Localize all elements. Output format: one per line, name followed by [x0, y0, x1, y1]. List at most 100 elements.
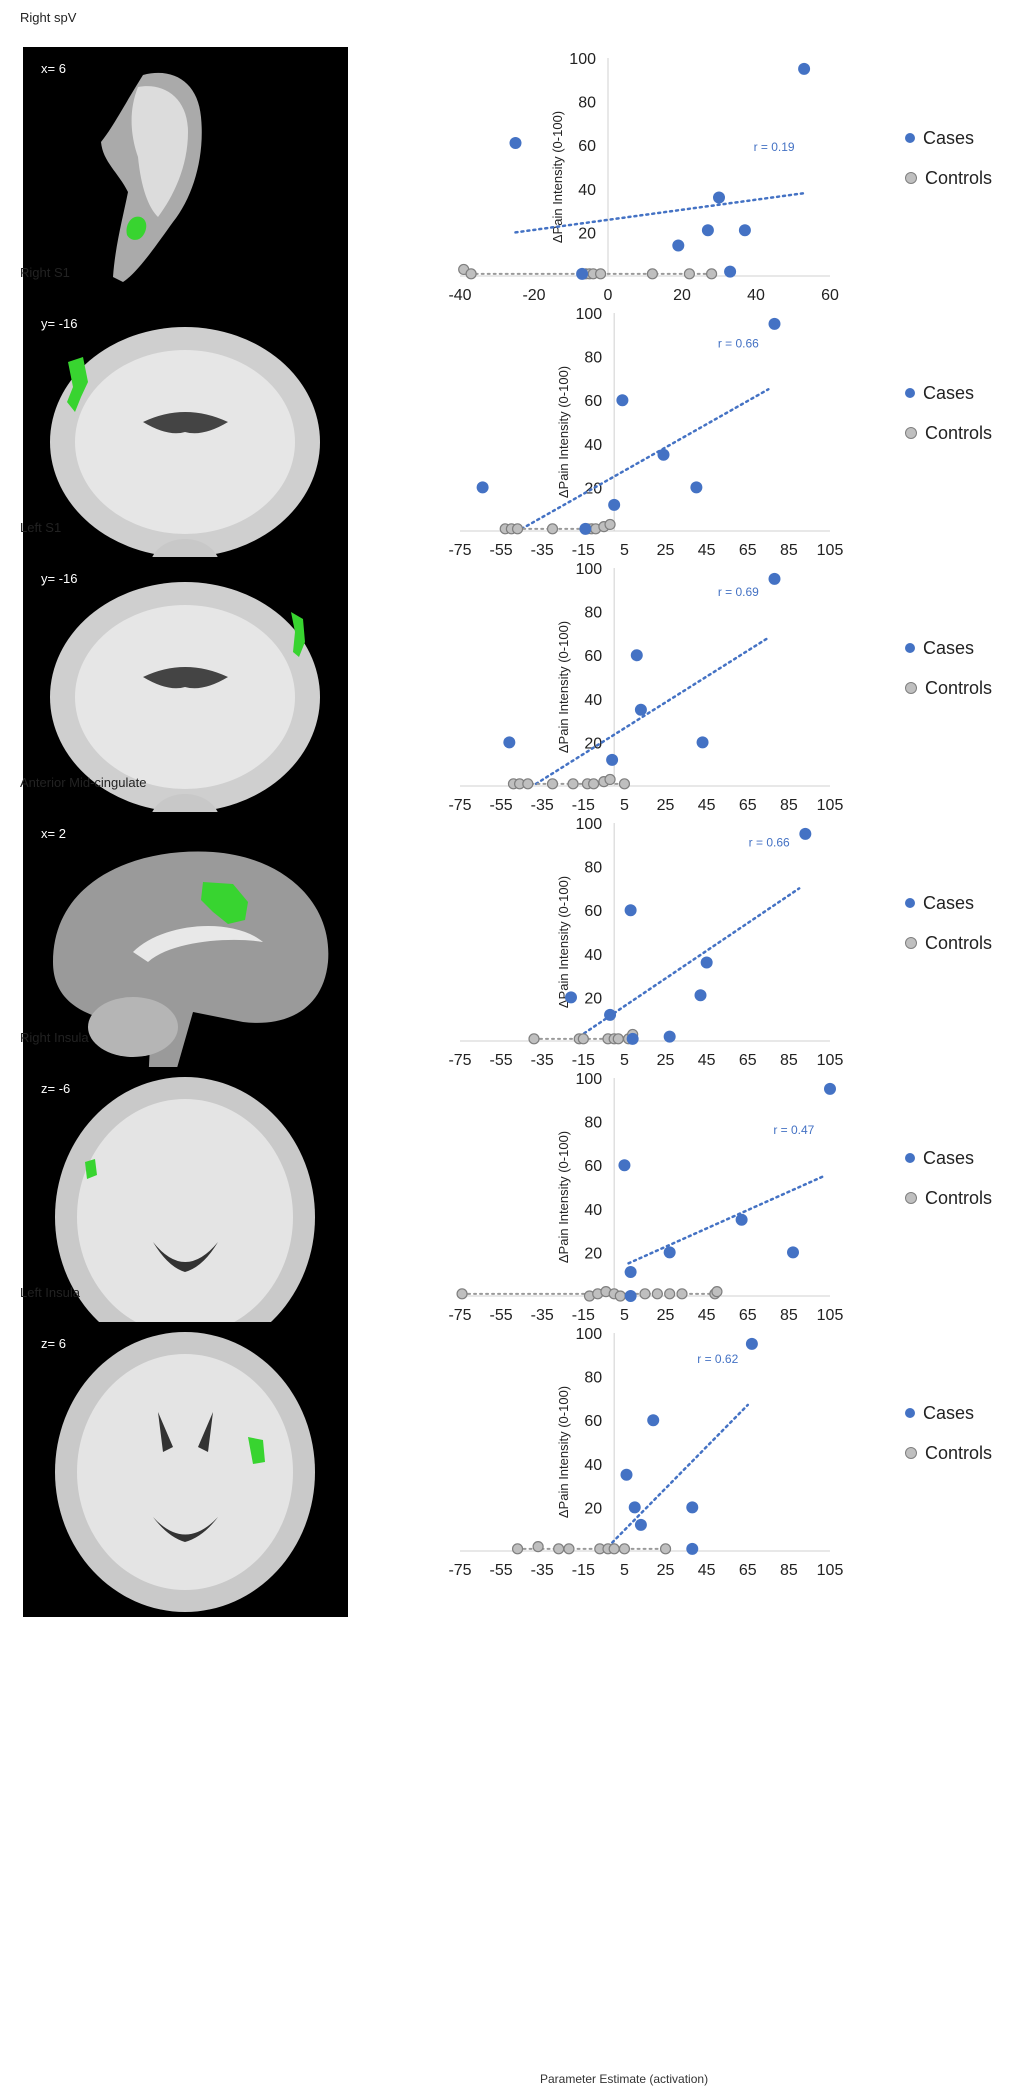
- y-tick-label: 20: [584, 480, 602, 497]
- trend-line-cases: [520, 388, 770, 531]
- correlation-annotation: r = 0.19: [754, 140, 795, 154]
- legend-marker: [905, 388, 915, 398]
- point-case: [628, 1501, 641, 1514]
- point-control: [659, 1543, 672, 1555]
- scatter-plot: 20 40 60 80 100 -75 -55 -35 -15 5 25 45 65 85 105 ΔPain…: [400, 1305, 860, 1645]
- point-case: [696, 736, 709, 749]
- point-control: [639, 1288, 651, 1300]
- legend-item-cases: Cases: [905, 1138, 992, 1178]
- point-case: [768, 572, 781, 585]
- x-tick-label: 5: [620, 1052, 629, 1069]
- trend-line-cases: [514, 191, 806, 234]
- point-control: [532, 1541, 544, 1553]
- legend-label: Controls: [925, 1187, 993, 1208]
- x-tick-label: -15: [572, 1562, 595, 1579]
- point-case: [565, 991, 577, 1004]
- point-control: [553, 1543, 565, 1555]
- legend: Cases Controls: [905, 118, 992, 198]
- point-case: [724, 265, 737, 278]
- x-tick-label: 40: [747, 287, 765, 304]
- trend-line-cases: [602, 1403, 750, 1553]
- x-tick-label: 25: [657, 542, 675, 559]
- point-case: [606, 753, 619, 766]
- slice-coordinate: x= 2: [41, 826, 66, 841]
- point-control: [511, 1543, 524, 1555]
- point-control: [465, 268, 477, 280]
- trend-line-cases: [577, 887, 801, 1038]
- point-control: [604, 773, 616, 786]
- legend-label: Cases: [923, 127, 975, 148]
- slice-coordinate: z= -6: [41, 1081, 71, 1096]
- point-control: [595, 268, 607, 280]
- y-tick-label: 20: [584, 735, 602, 752]
- x-tick-label: 65: [739, 1307, 757, 1324]
- point-case: [620, 1468, 633, 1481]
- x-tick-label: -55: [490, 1562, 513, 1579]
- x-tick-label: 25: [657, 797, 675, 814]
- legend: Cases Controls: [905, 1138, 992, 1218]
- legend-marker: [905, 1447, 917, 1459]
- point-case: [686, 1501, 699, 1514]
- point-case: [745, 1337, 758, 1350]
- y-tick-label: 100: [575, 561, 602, 578]
- x-tick-label: -20: [522, 287, 545, 304]
- slice-coordinate: y= -16: [41, 316, 78, 331]
- x-tick-label: 65: [739, 1052, 757, 1069]
- point-control: [683, 268, 695, 280]
- point-case: [616, 394, 629, 407]
- x-tick-label: -75: [448, 797, 471, 814]
- x-tick-label: 45: [698, 1562, 716, 1579]
- x-tick-label: -75: [448, 542, 471, 559]
- point-case: [634, 1518, 647, 1531]
- brain-slice-image: y= -16: [23, 557, 348, 852]
- y-axis-label: ΔPain Intensity (0-100): [550, 111, 565, 243]
- legend-marker: [905, 1153, 915, 1163]
- y-tick-label: 80: [578, 95, 596, 112]
- legend-marker: [905, 682, 917, 694]
- x-tick-label: 5: [620, 1562, 629, 1579]
- point-case: [672, 239, 685, 252]
- point-control: [511, 523, 524, 535]
- point-case: [626, 1032, 639, 1045]
- y-tick-label: 40: [584, 947, 602, 964]
- scatter-plot: 20 40 60 80 100 -75 -55 -35 -15 5 25 45 65 85 105 ΔPain…: [400, 540, 860, 880]
- legend-item-cases: Cases: [905, 118, 992, 158]
- legend-item-controls: Controls: [905, 1433, 992, 1473]
- point-control: [604, 518, 616, 531]
- slice-coordinate: z= 6: [41, 1336, 66, 1351]
- y-tick-label: 40: [578, 182, 596, 199]
- point-case: [624, 1290, 637, 1302]
- x-tick-label: -55: [490, 1052, 513, 1069]
- trend-line-cases: [534, 636, 770, 786]
- legend-label: Cases: [923, 892, 975, 913]
- x-tick-label: 45: [698, 542, 716, 559]
- x-tick-label: -40: [448, 287, 471, 304]
- x-tick-label: -15: [572, 797, 595, 814]
- point-case: [686, 1542, 699, 1555]
- legend-item-cases: Cases: [905, 1393, 992, 1433]
- x-tick-label: 45: [698, 797, 716, 814]
- y-tick-label: 100: [569, 51, 596, 68]
- point-case: [738, 224, 751, 237]
- point-case: [700, 956, 713, 969]
- point-control: [618, 1543, 631, 1555]
- y-tick-label: 20: [584, 1245, 602, 1262]
- legend-marker: [905, 1408, 915, 1418]
- legend: Cases Controls: [905, 628, 992, 708]
- point-control: [651, 1288, 663, 1300]
- x-tick-label: 0: [604, 287, 613, 304]
- point-control: [567, 778, 579, 790]
- brain-slice-image: z= 6: [23, 1322, 348, 1617]
- legend-label: Controls: [925, 422, 993, 443]
- point-case: [579, 522, 592, 535]
- point-case: [618, 1159, 631, 1172]
- point-control: [588, 778, 600, 790]
- x-tick-label: 5: [620, 542, 629, 559]
- y-tick-label: 80: [584, 605, 602, 622]
- y-tick-label: 80: [584, 860, 602, 877]
- x-tick-label: -75: [448, 1307, 471, 1324]
- x-tick-label: -55: [490, 542, 513, 559]
- point-case: [663, 1246, 676, 1259]
- scatter-plot: 20 40 60 80 100 -75 -55 -35 -15 5 25 45 65 85 105 ΔPain…: [400, 1050, 860, 1390]
- x-tick-label: -15: [572, 1307, 595, 1324]
